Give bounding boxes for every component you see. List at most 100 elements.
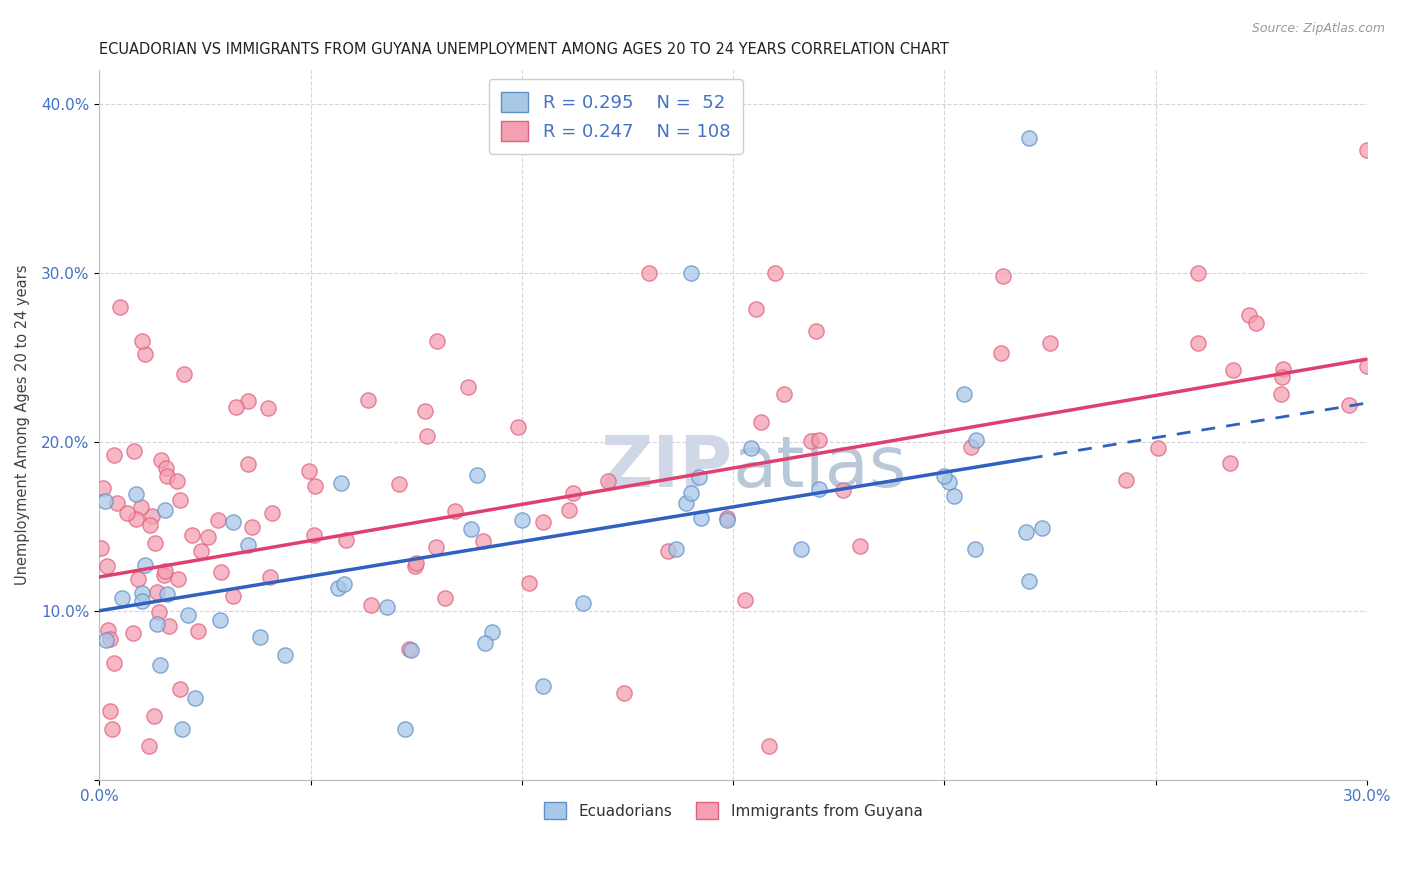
Point bbox=[94, 494, 117, 508]
Point bbox=[558, 503, 581, 517]
Point bbox=[143, 536, 166, 550]
Point bbox=[166, 474, 188, 488]
Point bbox=[1270, 387, 1292, 401]
Point bbox=[434, 591, 457, 606]
Point bbox=[357, 392, 380, 407]
Point bbox=[330, 475, 353, 490]
Point bbox=[1355, 359, 1378, 374]
Point bbox=[169, 492, 191, 507]
Point bbox=[745, 302, 768, 317]
Point bbox=[148, 605, 170, 619]
Point bbox=[122, 626, 145, 640]
Point bbox=[150, 453, 173, 467]
Point bbox=[333, 577, 356, 591]
Point bbox=[262, 506, 284, 520]
Point bbox=[953, 386, 976, 401]
Point bbox=[416, 429, 439, 443]
Point bbox=[679, 266, 702, 280]
Point bbox=[134, 558, 156, 572]
Point bbox=[1039, 335, 1062, 350]
Point bbox=[531, 515, 554, 529]
Point bbox=[131, 594, 153, 608]
Y-axis label: Unemployment Among Ages 20 to 24 years: Unemployment Among Ages 20 to 24 years bbox=[15, 265, 30, 585]
Point bbox=[125, 486, 148, 500]
Point bbox=[298, 464, 321, 478]
Point bbox=[481, 625, 503, 640]
Point bbox=[716, 513, 738, 527]
Point bbox=[474, 635, 496, 649]
Point bbox=[167, 572, 190, 586]
Point bbox=[472, 533, 495, 548]
Point bbox=[394, 722, 416, 736]
Point bbox=[689, 510, 711, 524]
Point bbox=[139, 517, 162, 532]
Point bbox=[444, 504, 467, 518]
Point bbox=[965, 433, 987, 447]
Point bbox=[959, 440, 981, 454]
Point bbox=[1187, 266, 1209, 280]
Point bbox=[134, 347, 156, 361]
Point bbox=[804, 324, 827, 338]
Point bbox=[460, 522, 482, 536]
Point bbox=[177, 608, 200, 623]
Point bbox=[426, 334, 449, 348]
Point bbox=[142, 709, 165, 723]
Point bbox=[103, 656, 125, 670]
Point bbox=[405, 557, 427, 571]
Point bbox=[1147, 441, 1170, 455]
Point bbox=[335, 533, 357, 548]
Point bbox=[506, 420, 529, 434]
Point bbox=[1115, 473, 1137, 487]
Point bbox=[181, 528, 204, 542]
Point bbox=[679, 485, 702, 500]
Text: ECUADORIAN VS IMMIGRANTS FROM GUYANA UNEMPLOYMENT AMONG AGES 20 TO 24 YEARS CORR: ECUADORIAN VS IMMIGRANTS FROM GUYANA UNE… bbox=[100, 42, 949, 57]
Point bbox=[1018, 131, 1040, 145]
Point bbox=[1187, 336, 1209, 351]
Point bbox=[131, 334, 153, 348]
Text: atlas: atlas bbox=[733, 434, 907, 502]
Point bbox=[131, 586, 153, 600]
Point bbox=[1237, 308, 1260, 322]
Point bbox=[1355, 144, 1378, 158]
Point bbox=[145, 617, 167, 632]
Point bbox=[457, 380, 479, 394]
Point bbox=[98, 632, 121, 646]
Point bbox=[94, 632, 117, 647]
Point bbox=[197, 530, 219, 544]
Point bbox=[991, 268, 1014, 283]
Point bbox=[304, 479, 326, 493]
Point bbox=[274, 648, 297, 662]
Point bbox=[716, 511, 738, 525]
Point bbox=[122, 444, 145, 458]
Point bbox=[1271, 369, 1294, 384]
Point bbox=[425, 540, 447, 554]
Point bbox=[1244, 316, 1267, 330]
Point bbox=[240, 520, 263, 534]
Point bbox=[236, 458, 259, 472]
Point bbox=[146, 585, 169, 599]
Point bbox=[96, 559, 118, 574]
Point bbox=[326, 581, 349, 595]
Point bbox=[561, 486, 583, 500]
Point bbox=[734, 592, 756, 607]
Point bbox=[675, 496, 697, 510]
Point bbox=[657, 543, 679, 558]
Point bbox=[1018, 574, 1040, 589]
Legend: Ecuadorians, Immigrants from Guyana: Ecuadorians, Immigrants from Guyana bbox=[537, 797, 928, 825]
Point bbox=[800, 434, 823, 448]
Point bbox=[110, 300, 132, 314]
Point bbox=[688, 470, 710, 484]
Point bbox=[91, 481, 114, 495]
Point bbox=[117, 506, 139, 520]
Point bbox=[155, 460, 177, 475]
Point bbox=[187, 624, 209, 638]
Point bbox=[360, 599, 382, 613]
Point bbox=[763, 266, 786, 280]
Point bbox=[740, 441, 762, 455]
Point bbox=[149, 658, 172, 673]
Point bbox=[990, 346, 1012, 360]
Point bbox=[259, 569, 281, 583]
Point bbox=[207, 513, 229, 527]
Point bbox=[413, 404, 436, 418]
Point bbox=[125, 512, 148, 526]
